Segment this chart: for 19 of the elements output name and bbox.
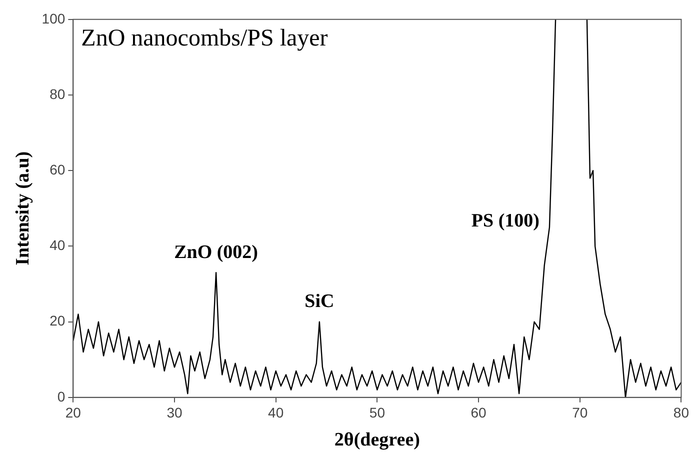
- annotation: SiC: [304, 291, 334, 312]
- y-tick-label: 60: [50, 161, 66, 178]
- annotation: PS (100): [471, 210, 540, 232]
- chart-title: ZnO nanocombs/PS layer: [81, 26, 328, 52]
- y-axis-title: Intensity (a.u): [12, 151, 34, 266]
- x-tick-label: 20: [65, 404, 82, 421]
- x-tick-label: 40: [268, 404, 284, 421]
- x-tick-label: 50: [369, 404, 386, 421]
- y-tick-label: 40: [50, 237, 66, 254]
- y-tick-label: 100: [42, 10, 66, 26]
- y-tick-label: 0: [57, 388, 66, 404]
- x-tick-label: 70: [572, 404, 588, 421]
- x-tick-label: 30: [166, 404, 182, 421]
- x-tick-label: 60: [470, 404, 487, 421]
- y-tick-label: 80: [50, 86, 66, 102]
- annotation: ZnO (002): [174, 242, 258, 264]
- x-tick-label: 80: [673, 404, 690, 421]
- x-axis-title: 2θ(degree): [334, 430, 420, 451]
- y-tick-label: 20: [50, 312, 66, 329]
